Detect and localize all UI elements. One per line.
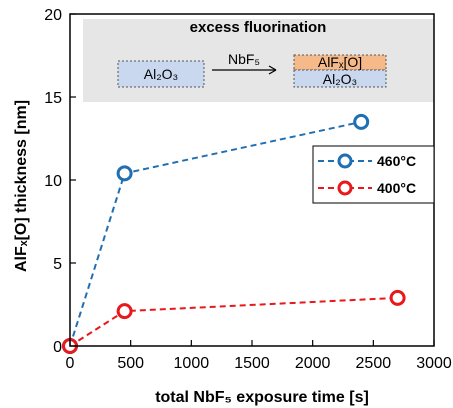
x-tick-label-4: 2000 [295, 355, 331, 372]
y-tick-label-4: 20 [44, 7, 62, 24]
product-top-label: AlFₓ[O] [318, 54, 362, 70]
reaction-arrowhead [268, 65, 277, 75]
x-tick-label-6: 3000 [416, 355, 452, 372]
x-axis-title: total NbF₅ exposure time [s] [155, 389, 369, 406]
y-tick-label-0: 0 [53, 339, 62, 356]
y-tick-label-3: 15 [44, 90, 62, 107]
series-line-1 [69, 296, 398, 347]
series-1 [62, 289, 406, 354]
y-tick-label-2: 10 [44, 173, 62, 190]
y-tick-label-1: 5 [53, 256, 62, 273]
y-axis-title: AlFₓ[O] thickness [nm] [13, 100, 30, 272]
legend-box [312, 145, 435, 204]
reactant-label: Al₂O₃ [144, 66, 178, 82]
legend-label-1: 400°C [377, 180, 416, 196]
legend-marker-1 [337, 180, 353, 196]
legend: 460°C 400°C [312, 145, 435, 204]
data-point-0-1 [116, 165, 133, 182]
x-tick-label-5: 2500 [356, 355, 392, 372]
data-point-1-2 [389, 289, 406, 306]
arrow-label: NbF₅ [228, 51, 260, 67]
product-bottom-box [293, 69, 387, 88]
legend-label-0: 460°C [377, 153, 416, 169]
reaction-inset: excess fluorination Al₂O₃ NbF₅ AlFₓ[O] A… [83, 19, 434, 102]
inset-title: excess fluorination [190, 19, 327, 36]
axes-layer: 0 500 1000 1500 2000 2500 3000 0 5 10 15 20 total Nb… [13, 7, 452, 406]
x-tick-label-3: 1500 [234, 355, 270, 372]
product-bottom-label: Al₂O₃ [323, 71, 357, 87]
x-tick-label-2: 1000 [174, 355, 210, 372]
x-tick-label-0: 0 [66, 355, 75, 372]
data-point-1-1 [116, 303, 133, 320]
reactant-box [117, 60, 205, 88]
x-tick-label-1: 500 [117, 355, 144, 372]
legend-marker-0 [337, 153, 353, 169]
data-point-0-2 [353, 113, 370, 130]
